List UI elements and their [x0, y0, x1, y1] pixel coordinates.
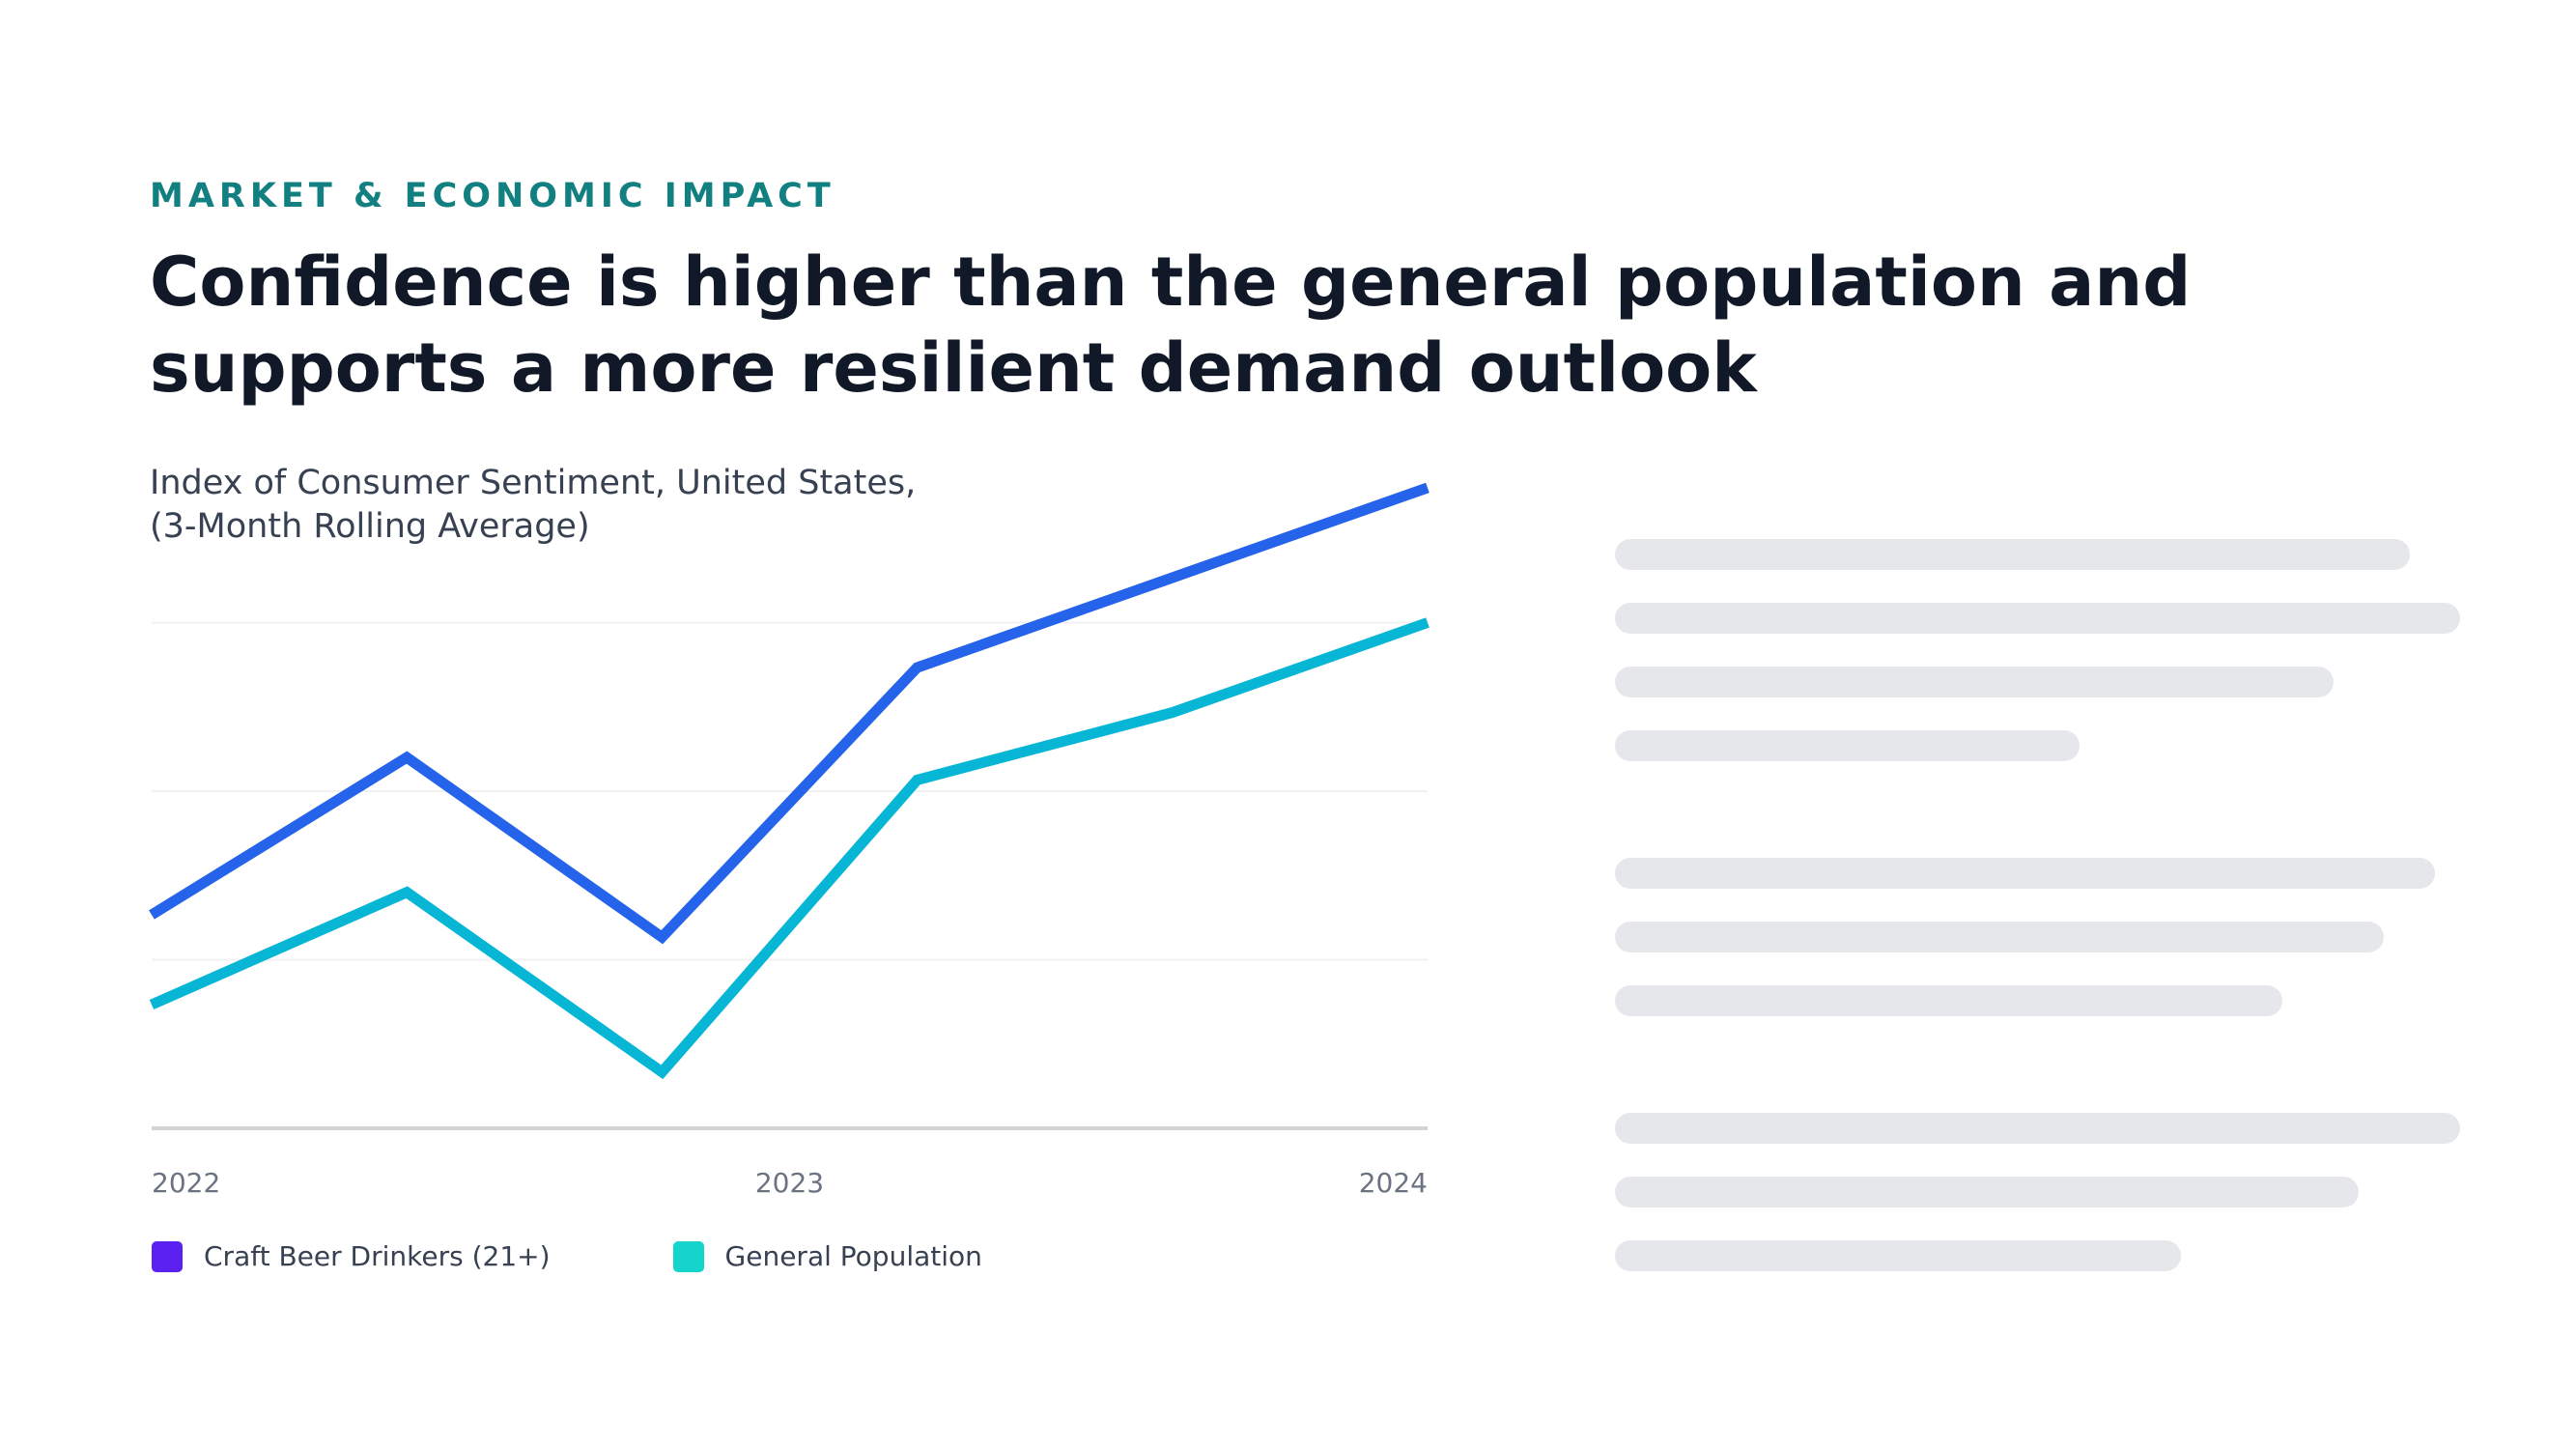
- legend-item-craft-beer: Craft Beer Drinkers (21+): [152, 1240, 551, 1272]
- x-tick-label: 2024: [1359, 1167, 1428, 1199]
- x-tick-label: 2022: [152, 1167, 220, 1199]
- text-placeholder-line: [1615, 667, 2334, 697]
- text-placeholder-line: [1615, 730, 2080, 761]
- chart-title-line-2: (3-Month Rolling Average): [150, 507, 590, 546]
- text-placeholder-line: [1615, 603, 2460, 634]
- legend-label-general-population: General Population: [724, 1240, 982, 1272]
- x-tick-label: 2023: [755, 1167, 824, 1199]
- text-placeholder-line: [1615, 922, 2384, 952]
- series-line-general-population: [149, 617, 1430, 1080]
- legend-label-craft-beer: Craft Beer Drinkers (21+): [204, 1240, 551, 1272]
- legend-item-general-population: General Population: [672, 1240, 982, 1272]
- text-placeholder-line: [1615, 1113, 2460, 1144]
- text-placeholder-line: [1615, 539, 2410, 570]
- text-placeholder-line: [1615, 1177, 2359, 1208]
- text-placeholder-line: [1615, 858, 2435, 889]
- series-line-craft-beer: [149, 482, 1430, 945]
- chart-legend: Craft Beer Drinkers (21+) General Popula…: [152, 1240, 982, 1272]
- chart-title-line-1: Index of Consumer Sentiment, United Stat…: [150, 464, 917, 502]
- legend-swatch-general-population: [672, 1240, 704, 1272]
- section-eyebrow: MARKET & ECONOMIC IMPACT: [150, 177, 835, 215]
- legend-swatch-craft-beer: [152, 1240, 183, 1272]
- chart-title: Index of Consumer Sentiment, United Stat…: [150, 462, 916, 549]
- text-placeholder-line: [1615, 1240, 2181, 1271]
- slide-headline: Confidence is higher than the general po…: [150, 242, 2192, 408]
- text-placeholder-line: [1615, 985, 2282, 1016]
- line-chart: 2022 2023 2024: [149, 482, 1430, 1199]
